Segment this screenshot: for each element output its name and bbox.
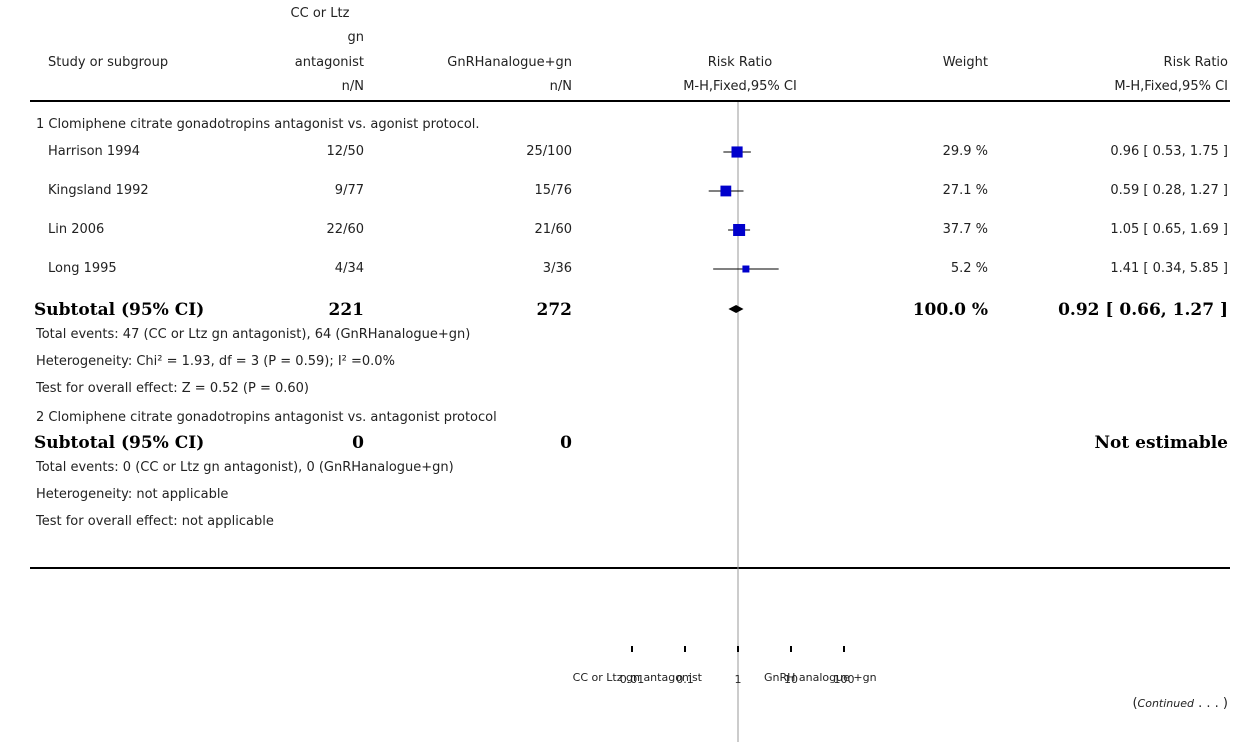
col-exp-header-l1: CC or Ltz: [290, 6, 350, 21]
col-exp-header-l2: gn: [347, 30, 365, 45]
study-weight: 5.2 %: [950, 261, 988, 276]
study-name: Kingsland 1992: [48, 183, 149, 198]
subtotal-label: Subtotal (95% CI): [34, 300, 205, 320]
col-rr-header: Risk Ratio: [707, 55, 773, 70]
subtotal-ctrl: 0: [560, 433, 572, 453]
study-name: Long 1995: [48, 261, 117, 276]
col-study-header: Study or subgroup: [48, 55, 169, 70]
study-weight: 37.7 %: [942, 222, 988, 237]
tick-label: 1: [735, 673, 742, 686]
tick-label: 0.1: [676, 673, 694, 686]
study-ci: 1.41 [ 0.34, 5.85 ]: [1110, 261, 1228, 276]
col-rr2-header: Risk Ratio: [1163, 55, 1228, 70]
tick-label: 0.01: [620, 673, 645, 686]
subtotal-diamond: [728, 305, 744, 313]
study-ctrl: 25/100: [526, 144, 572, 159]
study-marker: [742, 265, 750, 273]
study-exp: 9/77: [334, 183, 364, 198]
study-weight: 27.1 %: [942, 183, 988, 198]
axis-label-right: GnRH analogue +gn: [764, 671, 877, 684]
study-exp: 12/50: [326, 144, 364, 159]
continued-note: (Continued . . . ): [1132, 696, 1228, 711]
study-ci: 0.59 [ 0.28, 1.27 ]: [1110, 183, 1228, 198]
total-events: Total events: 0 (CC or Ltz gn antagonist…: [36, 460, 454, 475]
col-rr2-subheader: M-H,Fixed,95% CI: [1114, 79, 1228, 94]
col-exp-header-l3: antagonist: [294, 55, 364, 70]
tick-label: 10: [784, 673, 798, 686]
bottom-divider: [30, 567, 1230, 569]
overall-effect: Test for overall effect: not applicable: [36, 514, 274, 529]
heterogeneity: Heterogeneity: Chi² = 1.93, df = 3 (P = …: [36, 354, 395, 369]
col-weight-header: Weight: [942, 55, 988, 70]
col-exp-subheader: n/N: [341, 79, 364, 94]
col-ctrl-subheader: n/N: [549, 79, 572, 94]
subtotal-label: Subtotal (95% CI): [34, 433, 205, 453]
subtotal-exp: 221: [328, 300, 365, 320]
study-weight: 29.9 %: [942, 144, 988, 159]
study-ctrl: 15/76: [534, 183, 572, 198]
subtotal-ctrl: 272: [536, 300, 573, 320]
study-ci: 0.96 [ 0.53, 1.75 ]: [1110, 144, 1228, 159]
study-exp: 22/60: [326, 222, 364, 237]
group-1-title: 1 Clomiphene citrate gonadotropins antag…: [36, 117, 480, 132]
col-ctrl-header: GnRHanalogue+gn: [447, 55, 572, 70]
heterogeneity: Heterogeneity: not applicable: [36, 487, 229, 502]
study-name: Lin 2006: [48, 222, 105, 237]
col-rr-subheader: M-H,Fixed,95% CI: [683, 79, 797, 94]
study-marker: [720, 185, 732, 197]
subtotal-ci: Not estimable: [1094, 433, 1228, 453]
study-marker: [733, 224, 746, 236]
header-divider: [30, 100, 1230, 102]
subtotal-weight: 100.0 %: [912, 300, 988, 320]
study-ctrl: 3/36: [542, 261, 572, 276]
study-exp: 4/34: [334, 261, 364, 276]
study-marker: [731, 146, 743, 158]
subtotal-ci: 0.92 [ 0.66, 1.27 ]: [1058, 300, 1228, 320]
study-name: Harrison 1994: [48, 144, 140, 159]
tick-label: 100: [834, 673, 855, 686]
overall-effect: Test for overall effect: Z = 0.52 (P = 0…: [36, 381, 309, 396]
axis-label-left: CC or Ltz gn antagonist: [572, 671, 702, 684]
group-2-title: 2 Clomiphene citrate gonadotropins antag…: [36, 410, 497, 425]
study-ctrl: 21/60: [534, 222, 572, 237]
total-events: Total events: 47 (CC or Ltz gn antagonis…: [36, 327, 471, 342]
study-ci: 1.05 [ 0.65, 1.69 ]: [1110, 222, 1228, 237]
subtotal-exp: 0: [352, 433, 364, 453]
